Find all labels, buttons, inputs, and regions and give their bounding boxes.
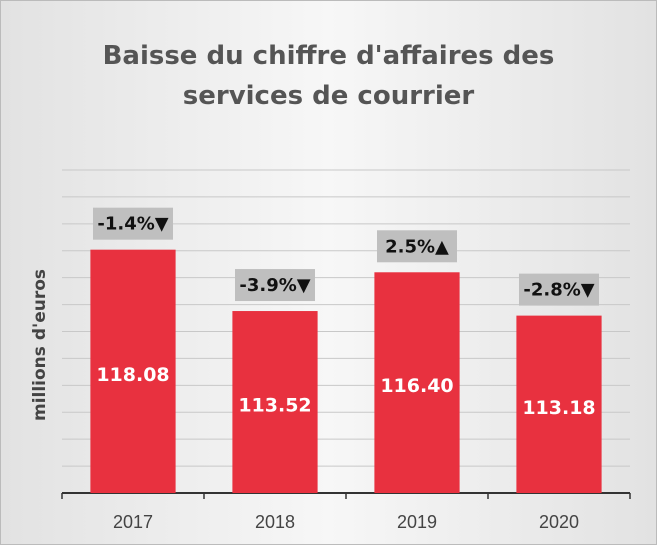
y-axis-label: millions d'euros xyxy=(30,269,50,421)
bar xyxy=(374,272,460,493)
annotation: -2.8%▼ xyxy=(523,280,594,301)
x-tick-label: 2020 xyxy=(539,512,579,532)
value-label: 116.40 xyxy=(380,375,453,397)
annotation: 2.5%▲ xyxy=(385,236,449,257)
annotation-box xyxy=(519,273,599,306)
annotation-box xyxy=(93,207,173,240)
annotation: -3.9%▼ xyxy=(239,275,310,296)
annotation-box xyxy=(235,269,315,302)
x-tick-label: 2018 xyxy=(255,512,295,532)
value-label: 118.08 xyxy=(96,364,169,386)
value-label: 113.52 xyxy=(238,395,311,417)
annotation: -1.4%▼ xyxy=(97,214,168,235)
bar xyxy=(232,311,318,493)
value-label: 113.18 xyxy=(522,397,595,419)
bar xyxy=(90,249,176,493)
annotation-box xyxy=(377,230,457,263)
bar xyxy=(516,315,602,493)
x-tick-label: 2019 xyxy=(397,512,437,532)
chart-title: Baisse du chiffre d'affaires des service… xyxy=(102,41,555,111)
x-tick-label: 2017 xyxy=(113,512,153,532)
